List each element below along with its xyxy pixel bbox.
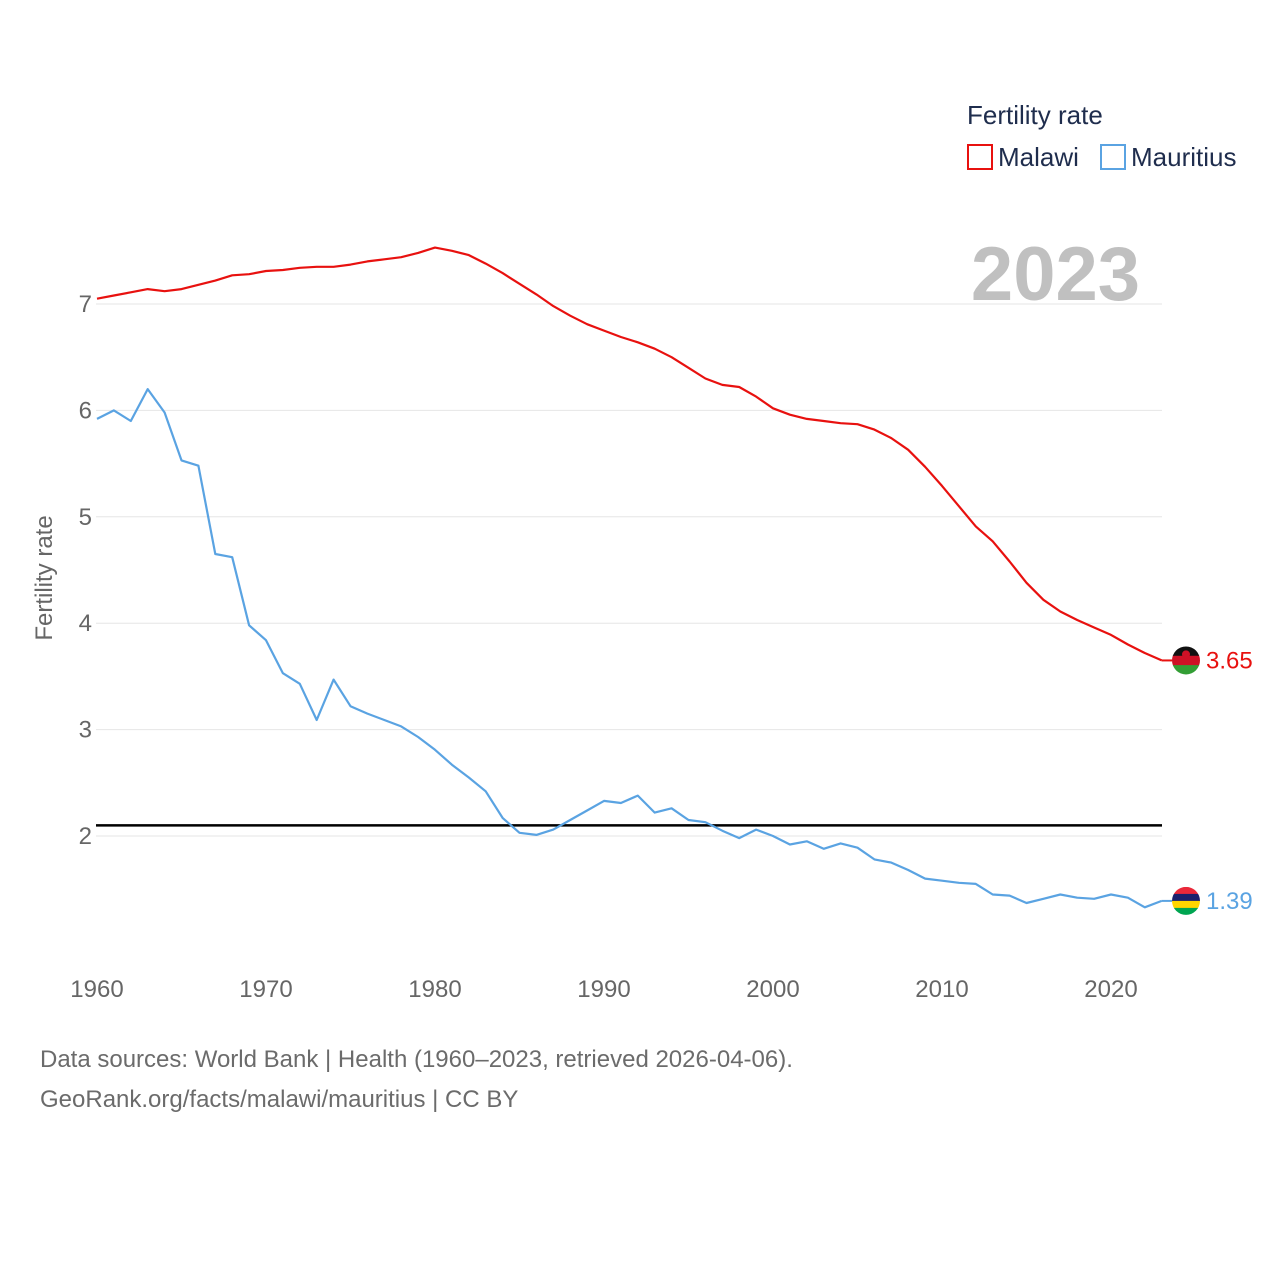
y-tick-label-2: 2 (79, 823, 92, 850)
flag-icon-malawi (1172, 646, 1200, 675)
y-tick-label-3: 3 (79, 717, 92, 744)
y-axis-label: Fertility rate (31, 515, 58, 640)
legend-item-mauritius[interactable]: Mauritius (1100, 142, 1236, 172)
legend-swatch-malawi (967, 144, 993, 170)
current-year-label: 2023 (971, 232, 1140, 317)
legend-swatch-mauritius (1100, 144, 1126, 170)
x-tick-label-1960: 1960 (70, 976, 123, 1003)
legend-label-mauritius: Mauritius (1131, 142, 1236, 172)
gridlines (96, 303, 1162, 837)
x-tick-label-2000: 2000 (746, 976, 799, 1003)
data-sources: Data sources: World Bank | Health (1960–… (40, 1046, 793, 1073)
series-line-malawi (96, 246, 1163, 662)
x-tick-label-2020: 2020 (1084, 976, 1137, 1003)
x-tick-label-1990: 1990 (577, 976, 630, 1003)
legend-title: Fertility rate (967, 100, 1103, 130)
legend: Fertility rate Malawi Mauritius (967, 100, 1236, 172)
x-tick-label-1970: 1970 (239, 976, 292, 1003)
attribution-link[interactable]: GeoRank.org/facts/malawi/mauritius | CC … (40, 1086, 519, 1113)
x-axis-ticks: 1960 1970 1980 1990 2000 2010 2020 (70, 976, 1137, 1003)
y-tick-label-7: 7 (79, 291, 92, 318)
x-tick-label-2010: 2010 (915, 976, 968, 1003)
series-lines (96, 246, 1163, 909)
end-markers: 3.65 1.39 (1161, 646, 1253, 915)
y-axis-ticks: 2 3 4 5 6 7 (79, 291, 92, 850)
end-label-malawi: 3.65 (1206, 647, 1253, 674)
footer: Data sources: World Bank | Health (1960–… (40, 1040, 793, 1120)
end-label-mauritius: 1.39 (1206, 888, 1253, 915)
y-tick-label-5: 5 (79, 504, 92, 531)
flag-icon-mauritius (1172, 886, 1200, 915)
series-line-mauritius (96, 388, 1163, 909)
legend-label-malawi: Malawi (998, 142, 1079, 172)
y-tick-label-4: 4 (79, 610, 92, 637)
x-tick-label-1980: 1980 (408, 976, 461, 1003)
y-tick-label-6: 6 (79, 397, 92, 424)
legend-item-malawi[interactable]: Malawi (967, 142, 1079, 172)
